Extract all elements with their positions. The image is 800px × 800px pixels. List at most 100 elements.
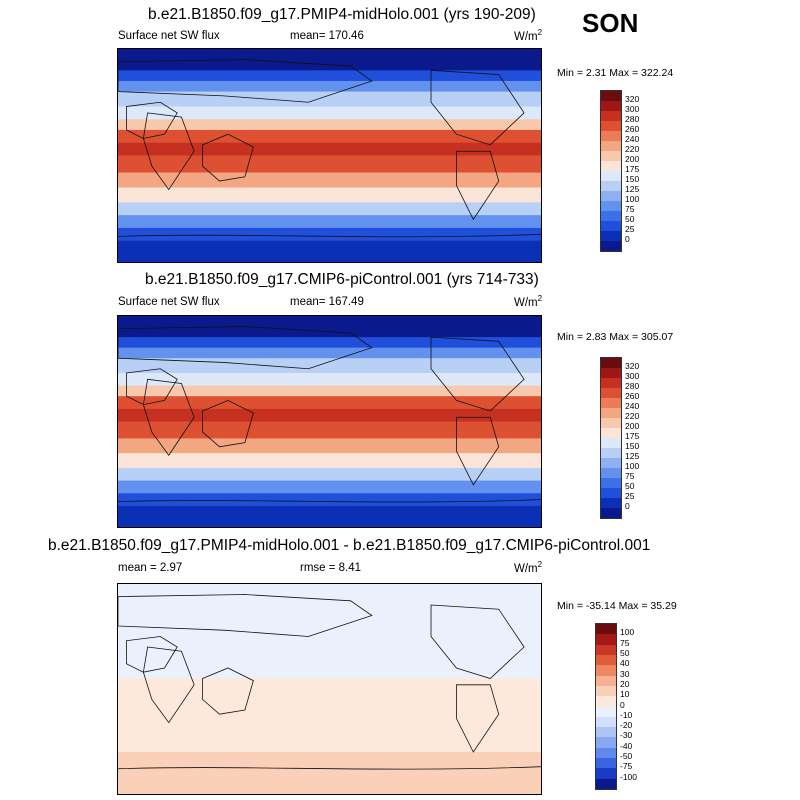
field-band [118, 172, 541, 188]
colorbar-tick-label: 25 [625, 224, 635, 234]
field-band [118, 421, 541, 439]
panel-3-map [117, 583, 542, 795]
colorbar-tick-label: 25 [625, 491, 635, 501]
colorbar-bin [601, 478, 621, 488]
panel-2-colorbar [600, 357, 622, 519]
field-band [118, 385, 541, 397]
colorbar-bin [601, 91, 621, 101]
field-band [118, 636, 541, 679]
colorbar-tick-label: -75 [620, 761, 633, 772]
panel-1-title: b.e21.B1850.f09_g17.PMIP4-midHolo.001 (y… [148, 6, 536, 23]
colorbar-tick-label: 0 [625, 234, 630, 244]
colorbar-bin [601, 211, 621, 221]
colorbar-tick-label: 50 [620, 647, 630, 658]
panel-2-variable-label: Surface net SW flux [118, 296, 220, 308]
colorbar-bin [601, 458, 621, 468]
colorbar-bin [596, 696, 616, 707]
colorbar-bin [601, 151, 621, 161]
colorbar-tick-label: 125 [625, 184, 640, 194]
colorbar-tick-label: 175 [625, 164, 640, 174]
colorbar-tick-label: 220 [625, 144, 640, 154]
colorbar-bin [596, 716, 616, 728]
colorbar-bin [601, 221, 621, 231]
colorbar-bin [601, 408, 621, 418]
colorbar-tick-label: -40 [620, 740, 633, 751]
colorbar-tick-label: 240 [625, 401, 640, 411]
colorbar-bin [601, 191, 621, 201]
field-band [118, 453, 541, 469]
colorbar-tick-label: 75 [625, 471, 635, 481]
coastline [142, 378, 195, 456]
colorbar-bin [601, 368, 621, 378]
field-band [118, 80, 541, 93]
colorbar-tick-label: 75 [625, 204, 635, 214]
panel-3-units: W/m2 [514, 560, 543, 575]
panel-1-minmax: Min = 2.31 Max = 322.24 [557, 67, 674, 79]
colorbar-tick-label: 40 [620, 658, 630, 669]
antarctica-coastline [118, 499, 541, 503]
colorbar-tick-label: 320 [625, 94, 640, 104]
coastline [455, 684, 500, 753]
colorbar-bin [601, 201, 621, 211]
colorbar-tick-label: -10 [620, 709, 633, 720]
colorbar-bin [601, 181, 621, 191]
field-band [118, 408, 541, 422]
colorbar-tick-label: 125 [625, 451, 640, 461]
field-band [118, 347, 541, 359]
panel-3-minmax: Min = -35.14 Max = 35.29 [557, 600, 677, 612]
panel-2-title: b.e21.B1850.f09_g17.CMIP6-piControl.001 … [145, 271, 539, 288]
season-label: SON [582, 8, 639, 38]
coastline [118, 594, 373, 637]
colorbar-bin [601, 508, 621, 518]
colorbar-bin [601, 358, 621, 368]
field-band [118, 699, 541, 753]
colorbar-bin [601, 241, 621, 251]
field-band [118, 155, 541, 174]
field-band [118, 337, 541, 349]
colorbar-tick-label: 20 [620, 678, 630, 689]
field-band [118, 119, 541, 131]
coastline [202, 667, 254, 715]
colorbar-tick-label: 50 [625, 214, 635, 224]
field-band [118, 584, 541, 637]
colorbar-tick-label: 220 [625, 411, 640, 421]
colorbar-tick-label: 0 [625, 501, 630, 511]
field-band [118, 678, 541, 700]
colorbar-bin [601, 438, 621, 448]
colorbar-bin [601, 131, 621, 141]
colorbar-tick-label: 100 [620, 627, 635, 638]
panel-2-field [118, 316, 541, 527]
field-band [118, 372, 541, 387]
panel-3-mean-label: mean = 2.97 [118, 562, 183, 574]
field-band [118, 215, 541, 229]
colorbar-bin [596, 727, 616, 738]
colorbar-tick-label: 260 [625, 124, 640, 134]
coastline [126, 368, 178, 406]
colorbar-bin [601, 161, 621, 171]
colorbar-bin [596, 634, 616, 645]
colorbar-tick-label: 175 [625, 431, 640, 441]
colorbar-tick-label: 300 [625, 104, 640, 114]
field-band [118, 70, 541, 82]
panel-2-mean-label: mean= 167.49 [290, 296, 364, 308]
field-band [118, 227, 541, 242]
panel-3-rmse-label: rmse = 8.41 [300, 562, 362, 574]
coastline [142, 112, 195, 191]
panel-1-map [117, 48, 542, 263]
panel-2-map [117, 315, 542, 528]
colorbar-bin [596, 758, 616, 769]
colorbar-tick-label: 240 [625, 134, 640, 144]
field-band [118, 467, 541, 482]
field-band [118, 480, 541, 494]
coastline [455, 416, 500, 486]
panel-1-units: W/m2 [514, 28, 543, 43]
colorbar-bin [601, 498, 621, 508]
field-band [118, 187, 541, 203]
panel-2-minmax: Min = 2.83 Max = 305.07 [557, 331, 674, 343]
colorbar-tick-label: -50 [620, 751, 633, 762]
colorbar-bin [601, 428, 621, 438]
field-band [118, 358, 541, 374]
coastline [126, 636, 178, 673]
colorbar-tick-label: 0 [620, 699, 625, 710]
colorbar-tick-label: -30 [620, 730, 633, 741]
